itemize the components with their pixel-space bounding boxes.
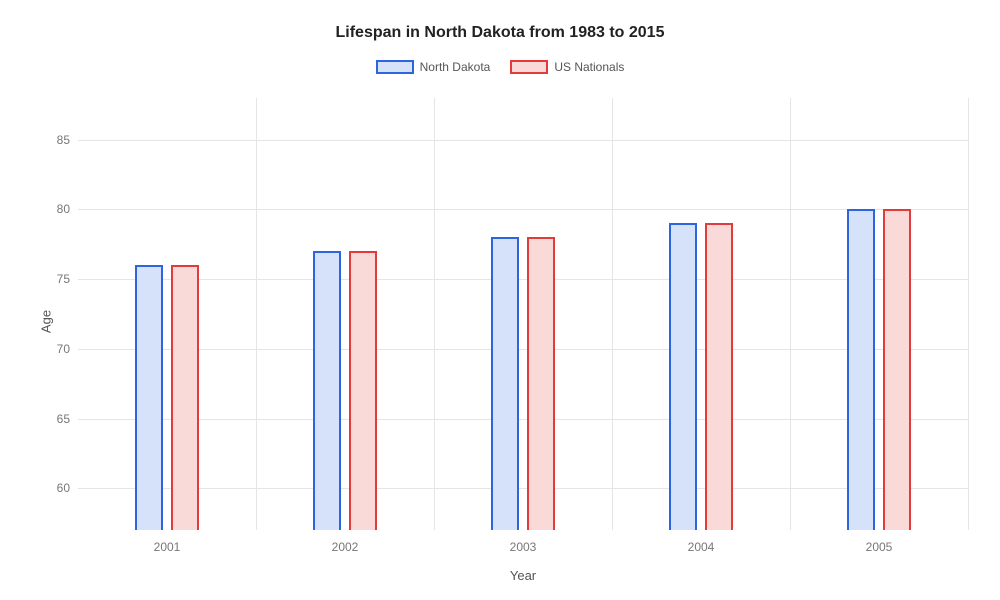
y-tick-label: 70 [57,342,78,356]
gridline-v [434,98,435,530]
gridline-h [78,488,968,489]
chart-title: Lifespan in North Dakota from 1983 to 20… [0,0,1000,42]
x-tick-label: 2005 [866,530,893,554]
bar-north-dakota [313,251,341,530]
bar-north-dakota [847,209,875,530]
legend: North Dakota US Nationals [0,60,1000,74]
bar-us-nationals [171,265,199,530]
gridline-h [78,279,968,280]
y-tick-label: 75 [57,272,78,286]
bar-us-nationals [349,251,377,530]
gridline-v [968,98,969,530]
x-tick-label: 2003 [510,530,537,554]
x-tick-label: 2001 [154,530,181,554]
x-tick-label: 2004 [688,530,715,554]
legend-swatch-0 [376,60,414,74]
y-tick-label: 60 [57,481,78,495]
chart-container: Lifespan in North Dakota from 1983 to 20… [0,0,1000,600]
bar-us-nationals [527,237,555,530]
legend-label-0: North Dakota [420,60,491,74]
legend-item-0: North Dakota [376,60,491,74]
gridline-v [256,98,257,530]
bar-us-nationals [705,223,733,530]
gridline-h [78,140,968,141]
y-tick-label: 65 [57,412,78,426]
legend-swatch-1 [510,60,548,74]
y-tick-label: 85 [57,133,78,147]
y-axis-label: Age [39,310,54,333]
bar-north-dakota [491,237,519,530]
bar-north-dakota [135,265,163,530]
legend-label-1: US Nationals [554,60,624,74]
gridline-h [78,209,968,210]
x-tick-label: 2002 [332,530,359,554]
bar-us-nationals [883,209,911,530]
gridline-v [612,98,613,530]
gridline-h [78,349,968,350]
legend-item-1: US Nationals [510,60,624,74]
plot-area: 60657075808520012002200320042005 [78,98,968,530]
gridline-v [790,98,791,530]
x-axis-label: Year [510,568,536,583]
bar-north-dakota [669,223,697,530]
gridline-h [78,419,968,420]
y-tick-label: 80 [57,202,78,216]
